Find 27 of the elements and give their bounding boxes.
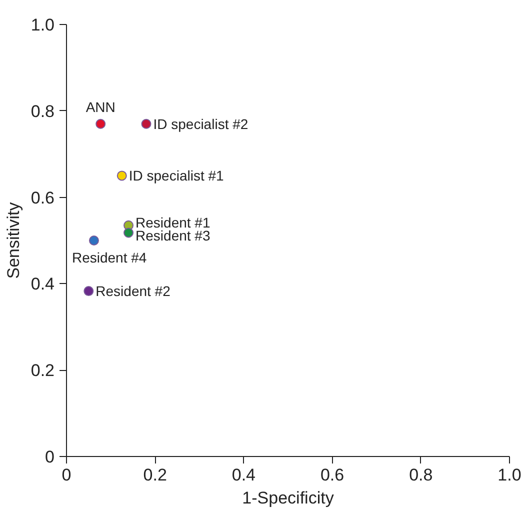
series-label: Resident #2 [96,283,171,300]
point [84,286,94,296]
y-axis-title: Sensitivity [4,202,23,279]
series-label: ID specialist #1 [128,168,224,184]
x-tick-label: 0.2 [143,466,167,484]
point [141,118,152,129]
x-tick-label: 0.8 [409,466,433,484]
series-label: ID specialist #2 [153,116,248,132]
x-axis-title: 1-Specificity [242,488,334,508]
series-label: Resident #3 [136,228,210,244]
y-tick-label: 0.2 [30,361,55,380]
point [124,228,134,238]
x-tick-label: 0.4 [232,466,256,484]
y-tick-label: 0 [45,448,55,466]
point [88,236,99,246]
series-label: Resident #1 [136,214,210,230]
y-tick-label: 0.6 [30,188,55,208]
point [96,118,106,129]
y-tick-label: 0.8 [30,102,55,121]
series-label: ANN [86,98,116,115]
y-tick-label: 1.0 [30,16,55,34]
x-tick-label: 0 [62,466,72,484]
x-tick-label: 0.6 [320,466,344,484]
series-label: Resident #4 [72,250,147,266]
point [116,170,127,181]
x-tick-label: 1.0 [498,466,522,484]
y-tick-label: 0.4 [30,274,55,294]
